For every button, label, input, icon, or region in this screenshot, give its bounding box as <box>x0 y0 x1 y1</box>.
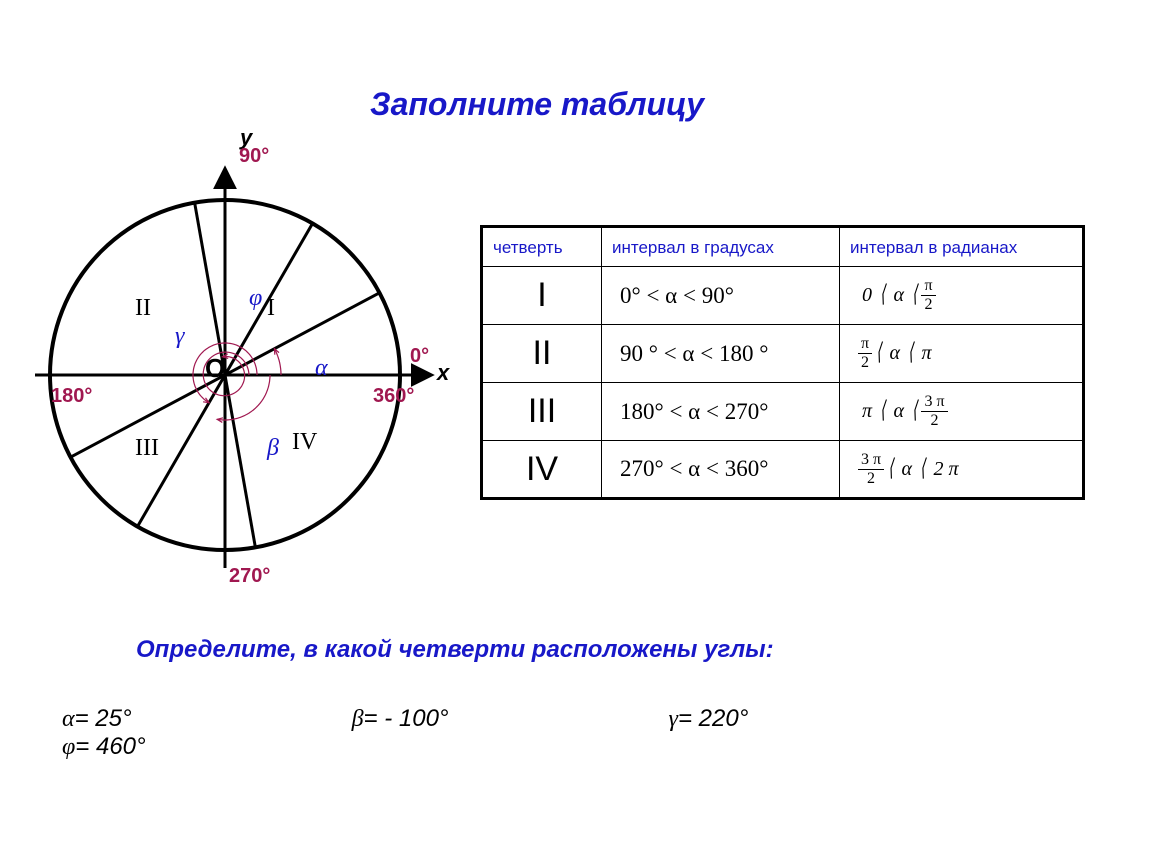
degree-mark: 0° <box>410 345 429 368</box>
cell-quarter: IV <box>482 441 602 499</box>
cell-degrees: 0° < α < 90° <box>602 267 840 325</box>
cell-degrees: 270° < α < 360° <box>602 441 840 499</box>
greek-label: φ <box>249 285 262 312</box>
cell-quarter: III <box>482 383 602 441</box>
degree-mark: 360° <box>373 385 414 408</box>
cell-radians: 0⟨α⟨π2 <box>840 267 1084 325</box>
cell-degrees: 180° < α < 270° <box>602 383 840 441</box>
subtitle: Определите, в какой четверти расположены… <box>136 636 774 664</box>
greek-label: β <box>267 435 279 462</box>
angle-item: β = - 100° <box>352 705 559 733</box>
cell-radians: 3 π2⟨α⟨2 π <box>840 441 1084 499</box>
angle-item: γ = 220° <box>669 705 859 733</box>
angles-row: α = 25° β = - 100° γ = 220° φ = 460° <box>62 705 1150 761</box>
page-title: Заполните таблицу <box>370 86 704 123</box>
degree-mark: 90° <box>239 145 269 168</box>
table-row: III180° < α < 270°π⟨α⟨3 π2 <box>482 383 1084 441</box>
unit-circle-svg: O <box>35 135 465 595</box>
quadrant-label: IV <box>292 429 317 456</box>
cell-degrees: 90 ° < α < 180 ° <box>602 325 840 383</box>
col-radians: интервал в радианах <box>840 227 1084 267</box>
degree-mark: 180° <box>51 385 92 408</box>
table-header-row: четверть интервал в градусах интервал в … <box>482 227 1084 267</box>
table-row: I0° < α < 90°0⟨α⟨π2 <box>482 267 1084 325</box>
table-row: IV270° < α < 360°3 π2⟨α⟨2 π <box>482 441 1084 499</box>
unit-circle-diagram: O y x 90°0°360°180°270° IIIIIIIV φγαβ <box>35 135 465 595</box>
greek-label: γ <box>175 323 184 350</box>
quadrant-table: четверть интервал в градусах интервал в … <box>480 225 1085 500</box>
quadrant-label: I <box>267 295 275 322</box>
degree-mark: 270° <box>229 565 270 588</box>
col-quarter: четверть <box>482 227 602 267</box>
cell-quarter: I <box>482 267 602 325</box>
angle-item: φ = 460° <box>62 733 256 761</box>
table-row: II90 ° < α < 180 °π2⟨α⟨π <box>482 325 1084 383</box>
angle-item: α = 25° <box>62 705 242 733</box>
quadrant-label: II <box>135 295 151 322</box>
quadrant-label: III <box>135 435 159 462</box>
cell-radians: π⟨α⟨3 π2 <box>840 383 1084 441</box>
svg-text:O: O <box>205 353 225 383</box>
col-degrees: интервал в градусах <box>602 227 840 267</box>
greek-label: α <box>315 355 328 382</box>
cell-radians: π2⟨α⟨π <box>840 325 1084 383</box>
cell-quarter: II <box>482 325 602 383</box>
x-axis-label: x <box>437 360 449 386</box>
